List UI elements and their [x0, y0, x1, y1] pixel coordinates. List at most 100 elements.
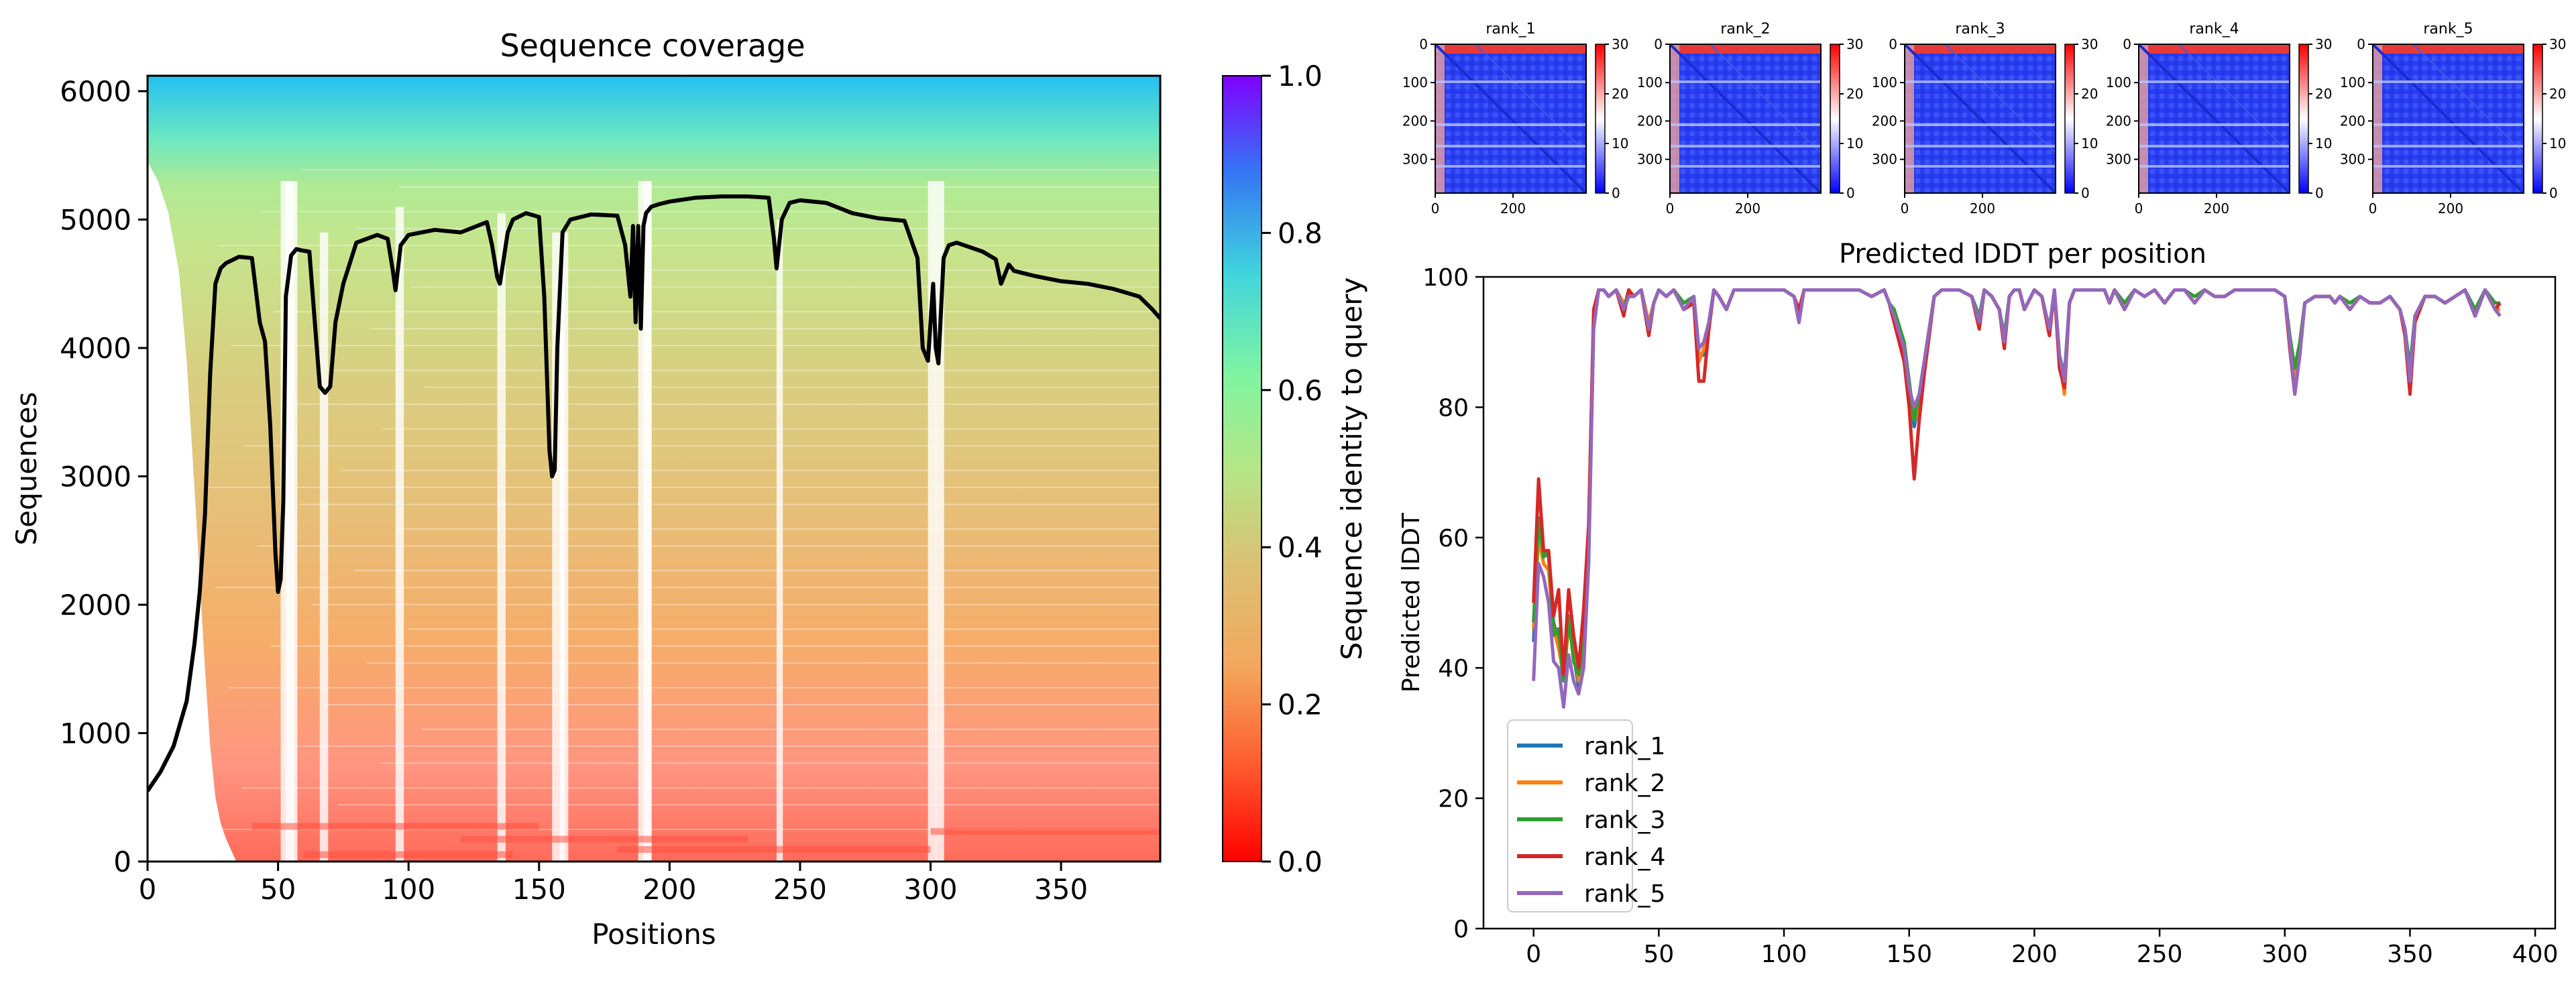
coverage-axes-frame — [146, 74, 1162, 863]
contact-map-row — [1670, 123, 1821, 126]
coverage-fragment — [251, 823, 539, 830]
coverage-gap-stripe — [286, 181, 294, 862]
contact-map-x-tick-label: 200 — [1970, 200, 1995, 217]
contact-map-row — [1435, 165, 1586, 168]
plddt-x-tick-label: 50 — [1643, 941, 1674, 968]
contact-map-frame — [1669, 44, 1822, 194]
contact-map-offdiagonal — [1710, 44, 1822, 154]
contact-map-y-tick-label: 300 — [2340, 152, 2365, 168]
contact-map-band-left — [2373, 44, 2382, 193]
coverage-x-tick-label: 150 — [512, 873, 566, 906]
coverage-x-tick-label: 50 — [260, 873, 296, 906]
contact-map-x-tick-label: 0 — [1901, 200, 1909, 217]
contact-map-y-tick-label: 0 — [2357, 36, 2365, 52]
plddt-line-rank_2 — [1532, 288, 2500, 683]
contact-map-frame — [1904, 44, 2056, 194]
contact-map-band-top — [2381, 44, 2524, 54]
contact-map-colorbar — [2298, 44, 2309, 194]
plddt-y-tick-label: 100 — [1422, 264, 1469, 292]
coverage-x-tick-label: 300 — [903, 873, 957, 906]
coverage-x-tick-label: 0 — [139, 873, 157, 906]
contact-map-band-left — [2139, 44, 2148, 193]
plddt-title: Predicted lDDT per position — [1839, 239, 2206, 270]
plddt-y-tick-label: 60 — [1438, 525, 1469, 552]
contact-map-colorbar-tick-label: 10 — [1846, 135, 1863, 152]
coverage-gap-stripe — [559, 232, 569, 862]
plddt-x-tick-label: 200 — [2011, 941, 2058, 968]
plddt-line-rank_1 — [1532, 288, 2502, 689]
contact-map-row — [1435, 123, 1586, 126]
coverage-blank-region — [148, 76, 237, 862]
plddt-axes-frame — [1482, 276, 2557, 930]
contact-map-colorbar-tick-label: 0 — [1612, 185, 1620, 201]
contact-map-colorbar-tick-label: 10 — [1612, 135, 1628, 152]
contact-map-frame — [2138, 44, 2290, 194]
contact-map-band-left — [1905, 44, 1914, 193]
legend-label-rank_5: rank_5 — [1584, 880, 1665, 908]
contact-map-colorbar — [2064, 44, 2075, 194]
contact-map-rank_5: rank_5 0 200 0 100 200 300 0 10 20 30 — [2340, 21, 2567, 217]
coverage-y-tick-label: 5000 — [60, 203, 131, 236]
plddt-line-rank_5 — [1532, 288, 2502, 709]
contact-map-band-left — [1435, 44, 1445, 193]
legend-label-rank_3: rank_3 — [1584, 807, 1665, 834]
contact-map-rank_3: rank_3 0 200 0 100 200 300 0 10 20 30 — [1872, 21, 2098, 217]
coverage-gap-stripe — [776, 219, 783, 862]
contact-map-y-tick-label: 200 — [1872, 113, 1897, 129]
contact-map-band-top — [1443, 44, 1586, 54]
plddt-y-tick-label: 80 — [1438, 394, 1469, 422]
plddt-x-tick-label: 0 — [1526, 941, 1541, 968]
contact-map-rank_1: rank_1 0 200 0 100 200 300 0 10 20 30 — [1402, 21, 1629, 217]
contact-map-y-tick-label: 0 — [1889, 36, 1897, 52]
contact-map-colorbar-tick-label: 20 — [2315, 86, 2332, 102]
contact-map-diagonal — [1434, 43, 1587, 194]
contact-map-title: rank_3 — [1955, 21, 2005, 38]
contact-map-band-left — [1670, 44, 1679, 193]
contact-map-colorbar-tick-label: 10 — [2315, 135, 2332, 152]
contact-map-y-tick-label: 300 — [1637, 152, 1663, 168]
contact-map-band-top — [1913, 44, 2056, 54]
contact-map-row — [1670, 80, 1821, 83]
plddt-y-ticks: 0 20 40 60 80 100 — [1422, 264, 1483, 943]
contact-map-row — [2373, 123, 2524, 126]
contact-map-title: rank_1 — [1486, 21, 1535, 38]
identity-colorbar-ticks: 0.0 0.2 0.4 0.6 0.8 1.0 — [1262, 60, 1323, 878]
contact-map-rank_2: rank_2 0 200 0 100 200 300 0 10 20 30 — [1637, 21, 1864, 217]
legend-label-rank_1: rank_1 — [1584, 733, 1665, 760]
contact-map-x-tick-label: 0 — [2135, 200, 2143, 217]
contact-map-y-tick-label: 0 — [1654, 36, 1663, 52]
coverage-gap-stripe — [497, 213, 506, 862]
contact-map-x-tick-label: 0 — [1666, 200, 1675, 217]
contact-map-offdiagonal — [2178, 44, 2290, 154]
contact-map-colorbar-tick-label: 0 — [1846, 185, 1855, 201]
contact-map-y-tick-label: 200 — [1637, 113, 1663, 129]
contact-map-y-tick-label: 100 — [1872, 74, 1897, 91]
coverage-title: Sequence coverage — [500, 27, 805, 64]
coverage-x-tick-label: 350 — [1034, 873, 1088, 906]
plddt-x-tick-label: 250 — [2137, 941, 2183, 968]
contact-map-colorbar-tick-label: 0 — [2081, 185, 2090, 201]
plddt-series — [1532, 288, 2502, 709]
coverage-panel: Sequence coverage 0 50 100 150 200 250 300 350 … — [10, 27, 1368, 951]
legend-label-rank_4: rank_4 — [1584, 843, 1665, 871]
contact-map-frame — [1435, 44, 1587, 194]
contact-map-row — [2139, 165, 2290, 168]
contact-map-colorbar-tick-label: 10 — [2549, 135, 2566, 152]
colorbar-tick-label: 0.4 — [1278, 531, 1323, 564]
contact-map-x-tick-label: 200 — [1500, 200, 1526, 217]
contact-map-title: rank_2 — [1720, 21, 1770, 38]
contact-map-row — [1905, 165, 2056, 168]
contact-map-band-top — [1678, 44, 1821, 54]
identity-colorbar — [1222, 75, 1262, 862]
colorbar-tick-label: 1.0 — [1278, 60, 1323, 93]
contact-map-x-tick-label: 200 — [1735, 200, 1760, 217]
contact-map-row — [2373, 165, 2524, 168]
coverage-fragment — [304, 851, 513, 858]
plddt-x-tick-label: 350 — [2387, 941, 2433, 968]
contact-map-y-tick-label: 100 — [1402, 74, 1428, 91]
contact-map-diagonal — [2371, 43, 2525, 194]
coverage-y-tick-label: 6000 — [60, 75, 131, 108]
coverage-gap-stripe — [643, 181, 652, 862]
plddt-line-rank_4 — [1532, 288, 2502, 676]
